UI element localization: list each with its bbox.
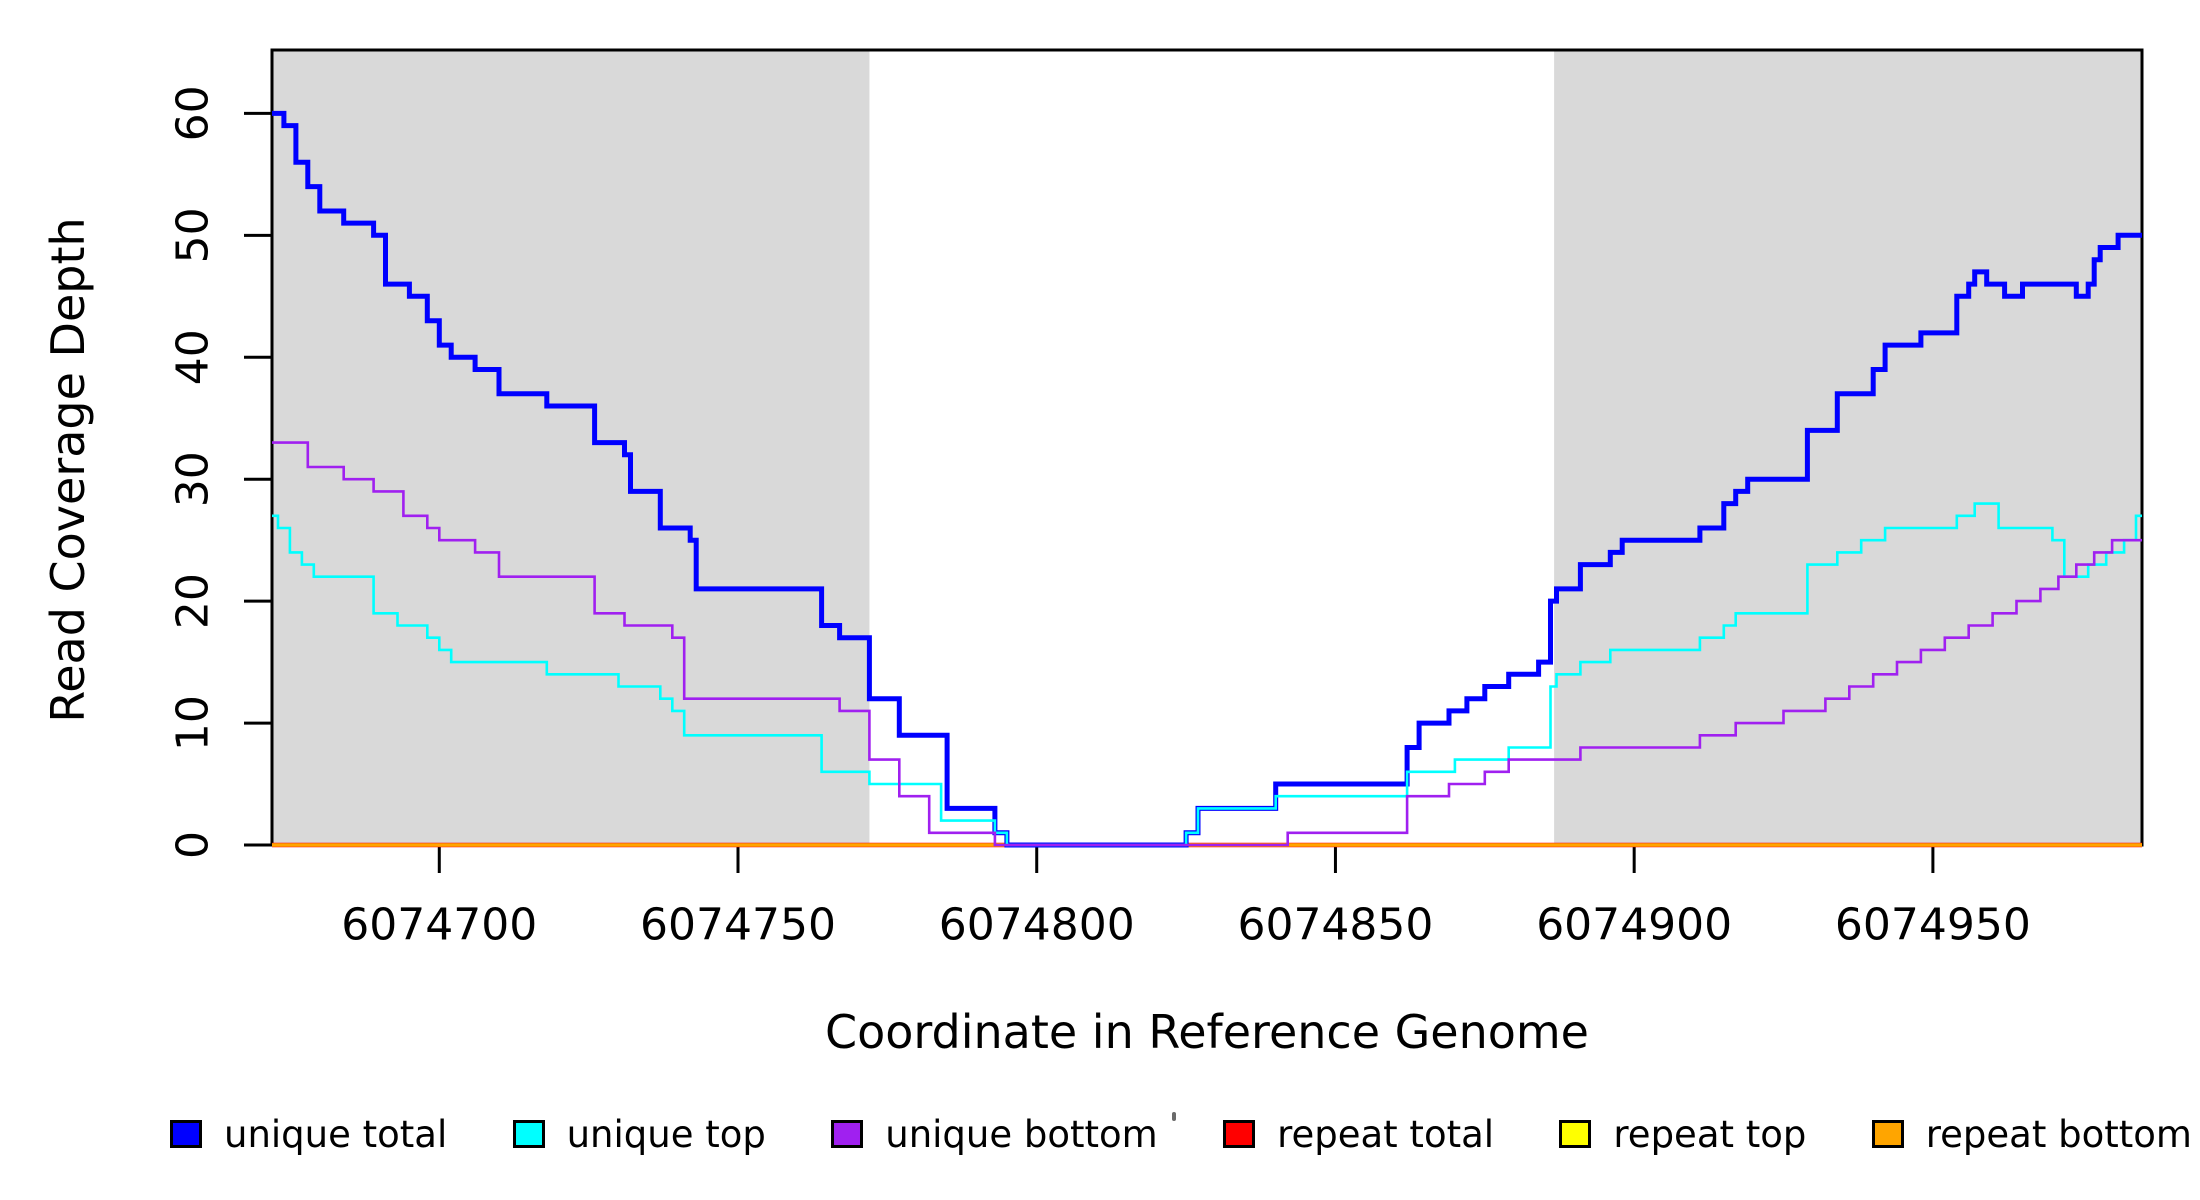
legend-swatch-unique-top bbox=[512, 1120, 545, 1148]
x-tick-label: 6074850 bbox=[1237, 900, 1433, 951]
legend-entry-repeat-top: repeat top bbox=[1559, 1116, 1806, 1153]
legend-entry-unique-bottom: unique bottom bbox=[831, 1112, 1158, 1156]
legend-entry-unique-total: unique total bbox=[170, 1116, 447, 1153]
legend-swatch-unique-total bbox=[170, 1120, 202, 1148]
y-tick-label: 30 bbox=[168, 451, 219, 507]
legend-label-unique-bottom: unique bottom bbox=[885, 1112, 1158, 1156]
legend: unique total unique top unique bottom repea… bbox=[170, 1110, 2192, 1158]
legend-label-repeat-bottom: repeat bottom bbox=[1925, 1112, 2192, 1156]
series-line-unique-total bbox=[272, 110, 2142, 848]
legend-entry-repeat-bottom: repeat bottom bbox=[1871, 1112, 2192, 1156]
x-tick-label: 6074800 bbox=[939, 900, 1135, 951]
legend-swatch-repeat-top bbox=[1559, 1120, 1592, 1148]
legend-label-repeat-top: repeat top bbox=[1613, 1112, 1807, 1156]
legend-swatch-repeat-bottom bbox=[1871, 1120, 1904, 1148]
legend-label-unique-top: unique top bbox=[566, 1112, 766, 1156]
y-tick-label: 40 bbox=[168, 329, 219, 385]
shaded-region bbox=[1554, 50, 2142, 845]
legend-swatch-unique-bottom bbox=[831, 1120, 864, 1148]
x-tick-label: 6074750 bbox=[640, 900, 836, 951]
shaded-region bbox=[272, 50, 870, 845]
x-axis-title: Coordinate in Reference Genome bbox=[825, 1005, 1589, 1059]
y-axis-title: Read Coverage Depth bbox=[41, 217, 95, 723]
legend-label-repeat-total: repeat total bbox=[1277, 1112, 1495, 1156]
legend-label-unique-total: unique total bbox=[224, 1112, 448, 1156]
x-tick-label: 6074700 bbox=[341, 900, 537, 951]
y-tick-label: 0 bbox=[168, 831, 219, 859]
legend-swatch-repeat-total bbox=[1223, 1120, 1256, 1148]
stray-mark bbox=[1172, 1112, 1176, 1121]
y-tick-label: 10 bbox=[168, 695, 219, 751]
y-tick-label: 60 bbox=[168, 85, 219, 141]
y-tick-label: 20 bbox=[168, 573, 219, 629]
y-tick-label: 50 bbox=[168, 207, 219, 263]
x-tick-label: 6074950 bbox=[1835, 900, 2031, 951]
series-line-unique-top bbox=[272, 502, 2142, 847]
legend-entry-unique-top: unique top bbox=[512, 1112, 766, 1156]
series-line-unique-bottom bbox=[272, 441, 2142, 847]
x-tick-label: 6074900 bbox=[1536, 900, 1732, 951]
legend-entry-repeat-total: repeat total bbox=[1223, 1116, 1494, 1153]
